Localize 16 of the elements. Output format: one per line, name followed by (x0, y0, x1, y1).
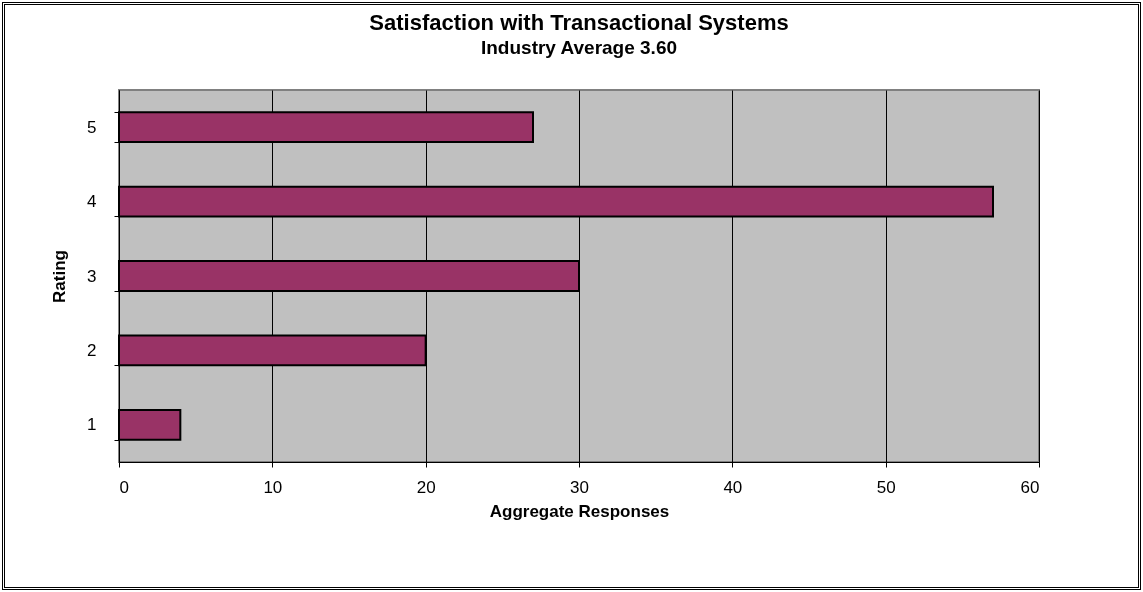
x-tick-label: 20 (416, 477, 436, 497)
y-tick-label: 3 (87, 266, 97, 286)
x-tick-label: 10 (263, 477, 283, 497)
x-tick-label: 30 (570, 477, 589, 497)
x-axis-title: Aggregate Responses (489, 501, 670, 521)
x-tick-label: 40 (723, 477, 743, 497)
chart-subtitle: Industry Average 3.60 (480, 37, 678, 58)
x-tick-label: 60 (1020, 477, 1040, 497)
chart-title: Satisfaction with Transactional Systems (369, 10, 789, 35)
x-tick-label: 50 (876, 477, 896, 497)
y-tick-label: 1 (87, 415, 97, 435)
y-tick-label: 5 (87, 117, 97, 137)
y-axis-title: Rating (50, 250, 70, 303)
y-tick-label: 4 (87, 192, 97, 212)
x-tick-label: 0 (119, 477, 129, 497)
y-tick-label: 2 (87, 340, 97, 360)
